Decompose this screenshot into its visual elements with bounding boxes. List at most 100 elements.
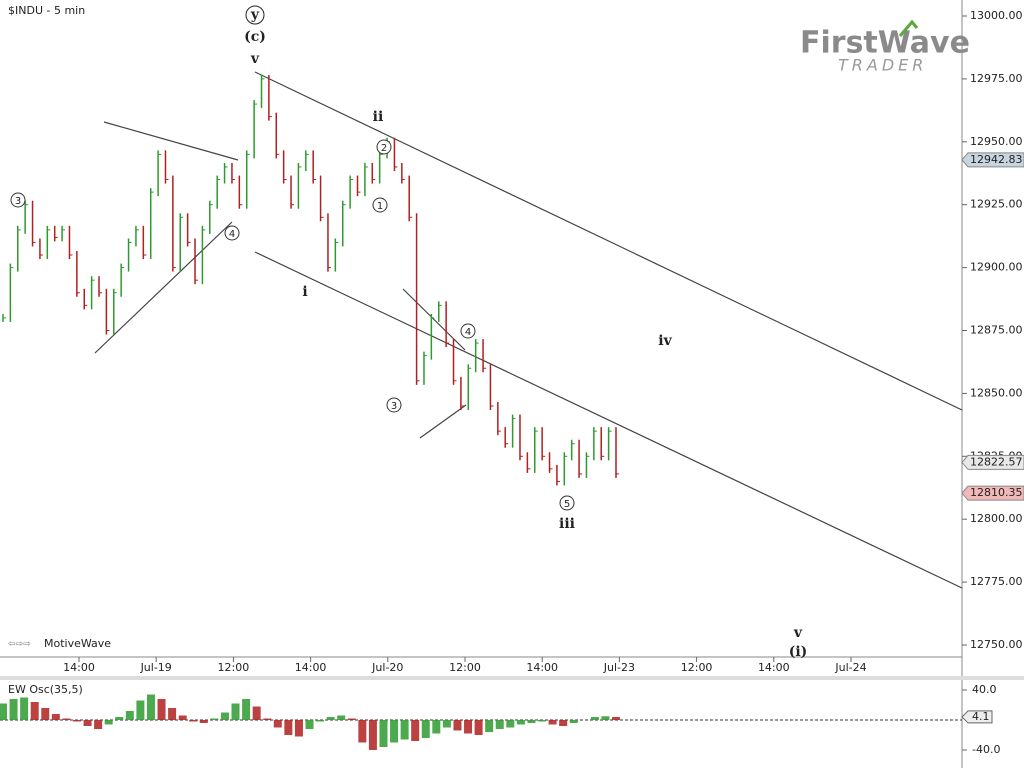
price-tag-label: 12942.83	[970, 153, 1023, 166]
x-tick-label: 14:00	[295, 661, 327, 674]
price-tag-label: 12810.35	[970, 486, 1023, 499]
osc-bar	[242, 699, 251, 720]
osc-bar	[516, 720, 525, 725]
osc-bar	[400, 720, 409, 740]
price-tag	[961, 485, 1024, 501]
osc-bar	[30, 702, 39, 720]
circled-wave	[386, 397, 402, 413]
circled-wave-label: 5	[564, 499, 570, 510]
osc-bar	[453, 720, 462, 731]
channel-line	[254, 251, 963, 589]
osc-bar	[464, 720, 473, 734]
x-tick-label: 12:00	[681, 661, 713, 674]
price-tag-label: 12822.57	[970, 455, 1023, 468]
circled-wave-label: 2	[381, 143, 387, 154]
osc-tag	[961, 710, 993, 724]
osc-bar	[485, 720, 494, 732]
osc-bar	[495, 720, 504, 729]
osc-bar	[316, 720, 325, 722]
osc-bar	[115, 717, 124, 720]
wave-label: (c)	[244, 29, 266, 45]
trend-line	[419, 404, 467, 439]
circled-wave-label: 3	[391, 401, 397, 412]
trend-line	[94, 221, 233, 354]
circled-wave	[10, 192, 26, 208]
logo-sub: TRADER	[838, 56, 927, 75]
logo-arrow	[898, 19, 919, 37]
osc-bar	[506, 720, 515, 728]
osc-bar	[347, 718, 356, 720]
y-tick-label: 12975.00	[970, 72, 1023, 85]
wave-label: iii	[559, 516, 575, 532]
y-tick-label: 12925.00	[970, 198, 1023, 211]
osc-bar	[601, 716, 610, 720]
circled-wave	[460, 323, 476, 339]
osc-bar	[252, 706, 261, 720]
osc-bar	[20, 697, 29, 720]
osc-bar	[199, 720, 208, 723]
circled-wave-label: 1	[377, 201, 383, 212]
osc-tick-label: -40.0	[972, 743, 1000, 756]
osc-bar	[136, 700, 145, 720]
y-tick-label: 12875.00	[970, 324, 1023, 337]
x-tick-label: 14:00	[63, 661, 95, 674]
osc-bar	[83, 720, 92, 726]
osc-bar	[432, 720, 441, 734]
osc-bar	[9, 699, 18, 720]
osc-bar	[379, 720, 388, 747]
circled-wave-label: 4	[465, 327, 471, 338]
osc-bar	[263, 718, 272, 720]
y-tick-label: 12800.00	[970, 512, 1023, 525]
osc-bar	[358, 720, 367, 743]
osc-bar	[51, 714, 60, 720]
osc-bar	[337, 715, 346, 720]
nav-icons[interactable]: ⇦⇨⇨	[8, 640, 31, 650]
osc-bar	[538, 720, 547, 722]
logo-name: FirstWave	[800, 26, 970, 61]
wave-label: y	[250, 7, 260, 23]
wave-label: i	[302, 284, 307, 300]
osc-title: EW Osc(35,5)	[8, 683, 83, 696]
osc-tick-label: 40.0	[972, 683, 997, 696]
osc-bar	[125, 711, 134, 720]
x-tick-label: 12:00	[449, 661, 481, 674]
osc-bar	[168, 708, 177, 720]
wave-label: (i)	[789, 644, 808, 660]
y-tick-label: 12950.00	[970, 135, 1023, 148]
osc-bar	[146, 694, 155, 720]
circled-wave	[372, 197, 388, 213]
x-tick-label: 12:00	[218, 661, 250, 674]
osc-bar	[305, 720, 314, 729]
chart-title: $INDU - 5 min	[8, 4, 85, 17]
circled-wave	[224, 225, 240, 241]
trend-line	[402, 288, 466, 351]
x-tick-label: Jul-20	[371, 661, 403, 674]
osc-bar	[284, 720, 293, 735]
panel-divider	[0, 676, 1024, 680]
osc-bar	[294, 720, 303, 737]
osc-bar	[104, 720, 113, 725]
y-tick-label: 12750.00	[970, 638, 1023, 651]
osc-bar	[41, 708, 50, 720]
osc-bar	[72, 720, 81, 722]
wave-circle	[245, 5, 265, 25]
price-tag	[961, 454, 1024, 470]
osc-bar	[62, 718, 71, 720]
osc-bar	[411, 720, 420, 741]
channel-line	[254, 71, 963, 411]
x-tick-label: Jul-23	[603, 661, 635, 674]
osc-tag-label: 4.1	[972, 710, 990, 723]
x-tick-label: 14:00	[758, 661, 790, 674]
osc-bar	[157, 699, 166, 720]
osc-bar	[559, 720, 568, 726]
osc-bar	[231, 703, 240, 720]
y-tick-label: 12775.00	[970, 575, 1023, 588]
y-tick-label: 12850.00	[970, 386, 1023, 399]
wave-label: v	[250, 51, 260, 67]
osc-bar	[474, 720, 483, 735]
osc-bar	[390, 720, 399, 743]
x-tick-label: Jul-19	[140, 661, 172, 674]
osc-bar	[326, 717, 335, 720]
